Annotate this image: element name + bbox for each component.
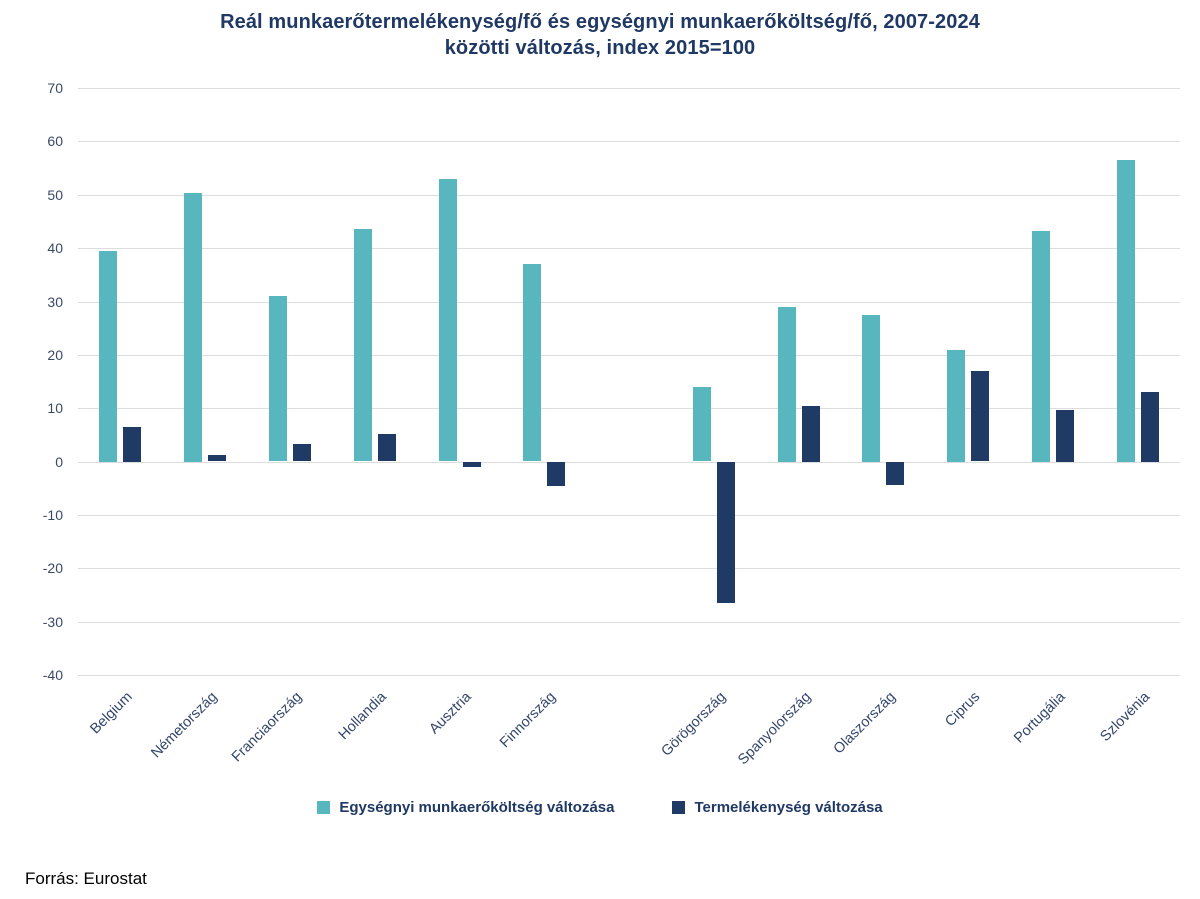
y-tick-label: 70 <box>47 80 63 96</box>
legend: Egységnyi munkaerőköltség változása Term… <box>0 799 1200 816</box>
gridline <box>78 194 1180 196</box>
productivity-bar-belgium <box>123 426 142 462</box>
y-tick-label: -40 <box>42 667 63 683</box>
x-category-label: Olaszország <box>830 689 899 758</box>
legend-item-productivity: Termelékenység változása <box>672 799 883 816</box>
plot-area: 70 60 50 40 30 20 10 0 -10 -20 -30 -40 Belgium Németo… <box>43 80 1180 768</box>
gridline <box>78 141 1180 143</box>
ulc-bar-olaszország <box>862 314 881 462</box>
x-category-label: Ciprus <box>942 689 984 730</box>
ulc-bar-ausztria <box>438 178 457 462</box>
gridline <box>78 354 1180 356</box>
x-category-label: Ausztria <box>426 689 475 738</box>
y-tick-label: 10 <box>47 400 63 417</box>
chart-title-line2: közötti változás, index 2015=100 <box>444 37 756 59</box>
gridline <box>78 408 1180 410</box>
x-category-label: Görögország <box>658 689 730 760</box>
legend-label-productivity: Termelékenység változása <box>694 799 883 816</box>
legend-swatch-teal <box>317 801 331 814</box>
x-category-label: Spanyolország <box>734 689 814 769</box>
productivity-bar-hollandia <box>377 433 396 462</box>
chart-title: Reál munkaerőtermelékenység/fő és egység… <box>0 9 1200 61</box>
gridline <box>78 621 1180 623</box>
gridline <box>78 248 1180 250</box>
productivity-bar-finnország <box>547 461 566 486</box>
legend-swatch-navy <box>672 801 686 814</box>
ulc-bar-portugália <box>1031 230 1050 462</box>
productivity-bar-ausztria <box>462 461 481 467</box>
x-category-label: Portugália <box>1010 689 1069 747</box>
productivity-bar-görögország <box>716 461 735 603</box>
y-tick-label: -30 <box>42 613 63 630</box>
y-tick-label: 0 <box>55 453 63 470</box>
gridline <box>78 675 1180 676</box>
x-category-label: Franciaország <box>228 689 306 766</box>
ulc-bar-ciprus <box>947 349 966 462</box>
ulc-bar-szlovénia <box>1116 160 1135 462</box>
productivity-bar-portugália <box>1055 409 1074 462</box>
legend-item-unit-labour-cost: Egységnyi munkaerőköltség változása <box>317 799 614 816</box>
y-tick-label: -20 <box>42 560 63 577</box>
ulc-bar-németország <box>184 192 203 462</box>
gridline <box>78 301 1180 303</box>
ulc-bar-finnország <box>523 264 542 462</box>
x-category-label: Hollandia <box>335 689 391 744</box>
productivity-bar-németország <box>208 454 227 462</box>
y-tick-label: 50 <box>47 186 63 203</box>
ulc-bar-hollandia <box>353 229 372 462</box>
y-tick-label: 20 <box>47 346 63 363</box>
gridline <box>78 88 1180 89</box>
ulc-bar-franciaország <box>268 296 287 462</box>
y-tick-label: -10 <box>42 506 63 523</box>
x-category-label: Finnország <box>497 689 560 752</box>
source-note: Forrás: Eurostat <box>25 869 147 888</box>
legend-label-unit-labour-cost: Egységnyi munkaerőköltség változása <box>339 799 615 816</box>
chart-title-line1: Reál munkaerőtermelékenység/fő és egység… <box>220 11 980 33</box>
ulc-bar-belgium <box>99 250 118 462</box>
gridline <box>78 514 1180 516</box>
gridline <box>78 461 1180 463</box>
y-tick-label: 30 <box>47 293 63 310</box>
ulc-bar-spanyolország <box>777 306 796 462</box>
productivity-bar-olaszország <box>886 461 905 485</box>
y-tick-label: 40 <box>47 240 63 257</box>
gridline <box>78 568 1180 570</box>
productivity-bar-franciaország <box>292 443 311 462</box>
x-category-label: Szlovénia <box>1097 689 1153 745</box>
productivity-bar-spanyolország <box>801 405 820 462</box>
ulc-bar-görögország <box>692 386 711 462</box>
productivity-bar-ciprus <box>971 370 990 462</box>
x-category-label: Németország <box>148 689 221 762</box>
productivity-bar-szlovénia <box>1140 392 1159 462</box>
y-tick-label: 60 <box>47 133 63 150</box>
x-category-label: Belgium <box>87 689 136 738</box>
